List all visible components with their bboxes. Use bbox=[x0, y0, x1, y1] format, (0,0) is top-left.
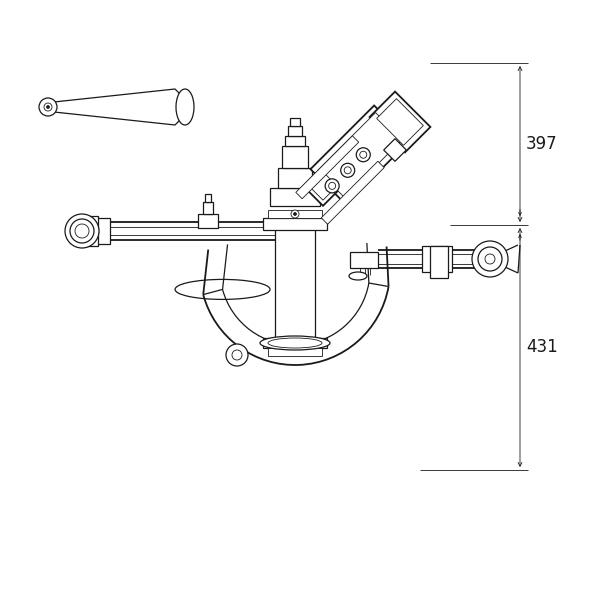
Polygon shape bbox=[311, 106, 409, 205]
Circle shape bbox=[329, 182, 335, 190]
Bar bbox=[198, 214, 218, 228]
Ellipse shape bbox=[349, 272, 367, 280]
Circle shape bbox=[75, 224, 89, 238]
Bar bbox=[278, 168, 312, 188]
Circle shape bbox=[293, 212, 296, 215]
Bar bbox=[270, 188, 320, 206]
Bar bbox=[78, 216, 98, 246]
Circle shape bbox=[39, 98, 57, 116]
Polygon shape bbox=[321, 161, 384, 224]
Polygon shape bbox=[317, 113, 403, 197]
Circle shape bbox=[478, 247, 502, 271]
Bar bbox=[282, 146, 308, 168]
Polygon shape bbox=[370, 92, 430, 152]
Bar bbox=[290, 118, 300, 126]
Circle shape bbox=[65, 214, 99, 248]
Ellipse shape bbox=[260, 336, 330, 350]
Bar bbox=[263, 218, 327, 230]
Bar bbox=[430, 246, 448, 278]
Text: 431: 431 bbox=[526, 338, 558, 356]
Circle shape bbox=[356, 148, 370, 162]
Circle shape bbox=[472, 241, 508, 277]
Polygon shape bbox=[296, 136, 359, 199]
Bar bbox=[95, 218, 110, 244]
Bar bbox=[203, 202, 213, 214]
Bar bbox=[263, 338, 327, 348]
Circle shape bbox=[47, 106, 49, 109]
Polygon shape bbox=[377, 98, 424, 145]
Bar bbox=[288, 126, 302, 136]
Polygon shape bbox=[303, 166, 343, 206]
Circle shape bbox=[291, 210, 299, 218]
Polygon shape bbox=[383, 139, 406, 161]
Bar bbox=[268, 348, 322, 356]
Bar bbox=[350, 252, 378, 268]
Bar bbox=[268, 210, 322, 218]
Polygon shape bbox=[54, 89, 193, 125]
Polygon shape bbox=[54, 98, 185, 116]
Circle shape bbox=[232, 350, 242, 360]
Text: 397: 397 bbox=[526, 135, 557, 153]
Ellipse shape bbox=[176, 89, 194, 125]
Ellipse shape bbox=[268, 338, 322, 348]
Circle shape bbox=[485, 254, 495, 264]
Circle shape bbox=[70, 219, 94, 243]
Circle shape bbox=[44, 103, 52, 111]
Bar bbox=[205, 194, 211, 202]
Bar bbox=[422, 246, 452, 272]
Polygon shape bbox=[309, 172, 337, 200]
Bar bbox=[285, 136, 305, 146]
Circle shape bbox=[226, 344, 248, 366]
Circle shape bbox=[360, 151, 367, 158]
Circle shape bbox=[341, 163, 355, 178]
Circle shape bbox=[344, 167, 351, 174]
Circle shape bbox=[325, 179, 339, 193]
